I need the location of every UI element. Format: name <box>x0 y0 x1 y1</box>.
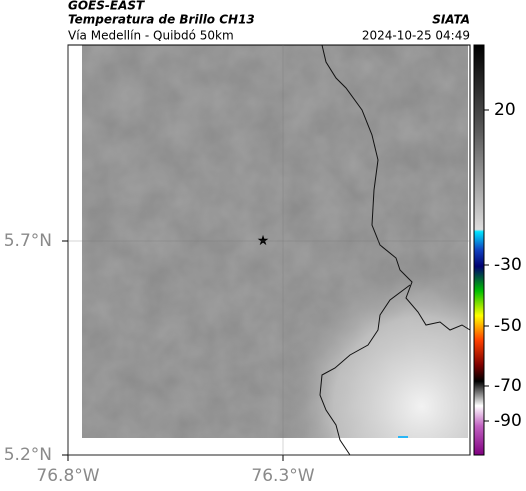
x-tick-label: 76.3°W <box>251 466 314 486</box>
y-tick-label: 5.7°N <box>4 231 52 251</box>
colorbar-tick-label: -70 <box>494 376 522 396</box>
location: Vía Medellín - Quibdó 50km <box>68 29 234 43</box>
border-line <box>319 284 411 456</box>
bright-clouds <box>82 45 468 438</box>
colorbar-tick-label: 20 <box>494 100 516 120</box>
x-tick-label: 76.8°W <box>36 466 99 486</box>
colorbar-tick-label: -90 <box>494 411 522 431</box>
datetime: 2024-10-25 04:49 <box>362 29 470 43</box>
y-tick-label: 5.2°N <box>4 445 52 465</box>
colorbar-tick-label: -30 <box>494 255 522 275</box>
border-line <box>321 44 471 331</box>
satellite: GOES-EAST <box>68 0 145 13</box>
product: Temperatura de Brillo CH13 <box>68 13 255 27</box>
agency: SIATA <box>432 13 470 27</box>
colorbar-tick-label: -50 <box>494 316 522 336</box>
colorbar <box>473 44 485 456</box>
